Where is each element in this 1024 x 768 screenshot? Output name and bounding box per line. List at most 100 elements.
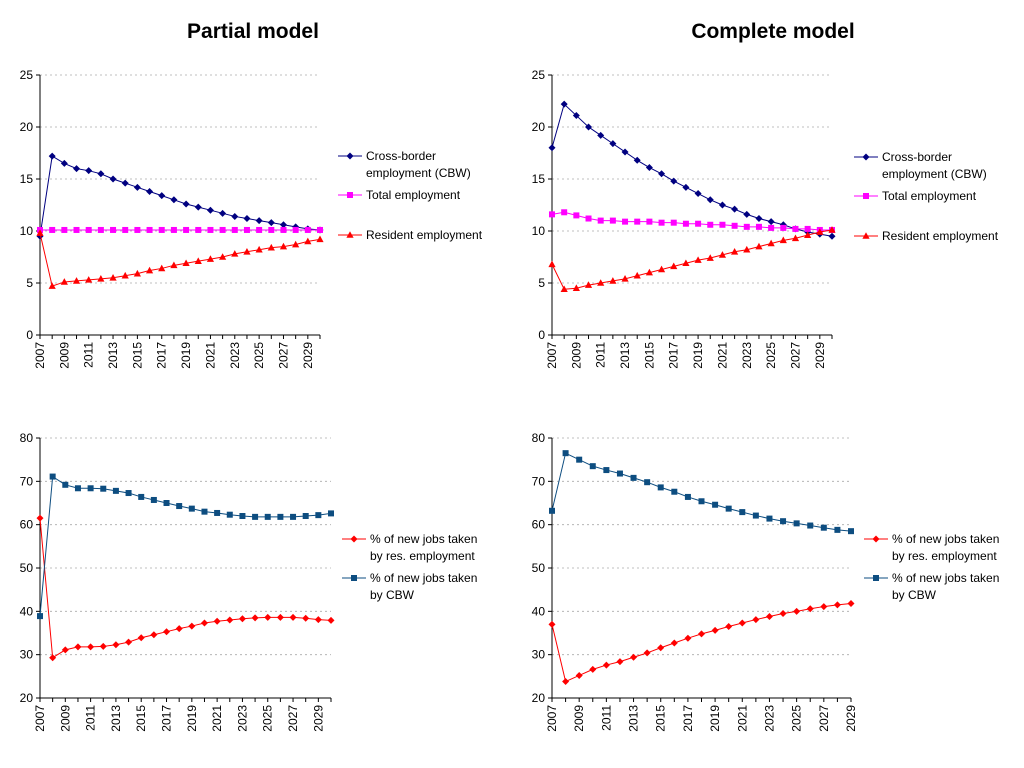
data-point — [292, 226, 299, 233]
x-tick-label: 2029 — [813, 342, 827, 369]
data-point — [150, 496, 157, 503]
x-tick-label: 2009 — [569, 342, 583, 369]
data-point — [738, 619, 746, 627]
data-point — [807, 522, 814, 529]
data-point — [255, 245, 263, 253]
data-point — [743, 223, 750, 230]
x-tick-label: 2017 — [160, 705, 174, 732]
data-point — [231, 250, 239, 257]
series-0 — [548, 600, 855, 686]
data-point — [243, 248, 251, 255]
x-tick-label: 2009 — [58, 705, 72, 732]
data-point — [316, 235, 324, 243]
data-point — [725, 623, 733, 630]
y-tick-label: 30 — [20, 648, 34, 662]
x-tick-label: 2025 — [790, 705, 804, 732]
x-tick-label: 2009 — [57, 342, 71, 369]
data-point — [694, 190, 702, 198]
data-point — [252, 513, 259, 520]
data-point — [752, 616, 760, 624]
data-point — [289, 613, 297, 621]
data-point — [766, 515, 773, 522]
data-point — [575, 671, 583, 679]
y-tick-label: 25 — [532, 68, 546, 82]
data-point — [712, 501, 719, 508]
x-tick-label: 2007 — [545, 705, 559, 732]
data-point — [138, 493, 145, 500]
x-tick-label: 2013 — [618, 342, 632, 369]
data-point — [572, 112, 580, 120]
data-point — [816, 228, 824, 235]
data-point — [61, 646, 69, 654]
data-point — [279, 242, 288, 250]
y-tick-label: 10 — [20, 224, 34, 238]
data-point — [231, 226, 238, 233]
data-point — [706, 254, 714, 261]
data-point — [122, 226, 129, 233]
chart-complete-new-jobs: 20 30 40 50 60 70 80 2007 2009 2011 2013 2015 2017 20… — [532, 431, 1000, 732]
series-1 — [549, 209, 835, 233]
y-tick-label: 60 — [532, 518, 546, 532]
series-1 — [37, 473, 334, 620]
data-point — [62, 481, 69, 488]
x-tick-label: 2021 — [715, 342, 729, 369]
x-tick-label: 2015 — [130, 342, 144, 369]
data-point — [327, 616, 335, 624]
x-tick-label: 2021 — [735, 705, 749, 732]
y-tick-label: 70 — [532, 474, 546, 488]
data-point — [226, 616, 234, 624]
data-point — [194, 203, 202, 211]
x-tick-label: 2021 — [210, 705, 224, 732]
x-tick-label: 2019 — [185, 705, 199, 732]
data-point — [158, 226, 165, 233]
data-point — [74, 643, 82, 651]
data-point — [589, 665, 597, 673]
series-line — [551, 229, 833, 290]
data-point — [755, 223, 762, 230]
data-point — [609, 277, 617, 284]
x-tick-label: 2015 — [642, 342, 656, 369]
data-point — [706, 196, 714, 204]
data-point — [150, 631, 158, 639]
data-point — [767, 218, 775, 226]
data-point — [194, 257, 202, 264]
data-point — [820, 603, 828, 611]
data-point — [315, 512, 322, 519]
data-point — [548, 620, 556, 628]
data-point — [302, 513, 309, 519]
data-point — [847, 600, 855, 608]
data-point — [112, 487, 119, 494]
data-point — [643, 649, 651, 657]
legend-label: Cross-border — [882, 150, 952, 164]
series-2 — [548, 226, 836, 293]
legend-label: employment (CBW) — [882, 167, 987, 181]
data-point — [137, 634, 145, 642]
legend-entry: Resident employment — [338, 228, 483, 242]
legend-label: by res. employment — [370, 549, 475, 563]
legend-marker — [873, 575, 879, 581]
data-point — [158, 264, 166, 272]
x-tick-label: 2007 — [545, 342, 559, 369]
legend-label: by CBW — [370, 588, 415, 602]
x-tick-label: 2027 — [817, 705, 831, 732]
data-point — [780, 518, 787, 525]
data-point — [548, 144, 556, 152]
data-point — [219, 253, 227, 260]
legend-marker — [351, 575, 357, 581]
y-tick-label: 40 — [20, 604, 34, 618]
series-line — [551, 103, 833, 237]
data-point — [183, 226, 190, 233]
data-point — [657, 265, 666, 273]
data-point — [170, 226, 177, 233]
y-tick-label: 80 — [532, 431, 546, 445]
data-point — [206, 206, 214, 214]
x-tick-label: 2013 — [106, 342, 120, 369]
data-point — [100, 485, 107, 492]
data-point — [718, 201, 726, 209]
x-tick-label: 2023 — [235, 705, 249, 732]
data-point — [146, 187, 154, 195]
data-point — [698, 630, 705, 638]
data-point — [616, 658, 624, 666]
y-tick-label: 50 — [532, 561, 546, 575]
